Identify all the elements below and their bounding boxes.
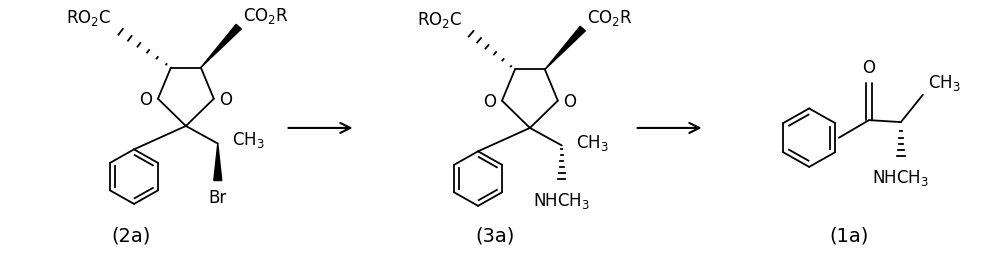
Text: CH$_3$: CH$_3$ xyxy=(232,129,265,149)
Polygon shape xyxy=(201,25,241,68)
Text: CO$_2$R: CO$_2$R xyxy=(243,6,289,26)
Text: O: O xyxy=(862,59,875,77)
Text: (3a): (3a) xyxy=(475,226,515,245)
Text: (1a): (1a) xyxy=(829,226,869,245)
Text: (2a): (2a) xyxy=(111,226,151,245)
Polygon shape xyxy=(214,144,222,181)
Text: O: O xyxy=(139,90,152,108)
Polygon shape xyxy=(545,27,585,70)
Text: O: O xyxy=(563,92,576,110)
Text: RO$_2$C: RO$_2$C xyxy=(417,10,462,29)
Text: NHCH$_3$: NHCH$_3$ xyxy=(872,167,929,187)
Text: RO$_2$C: RO$_2$C xyxy=(66,8,111,27)
Text: CH$_3$: CH$_3$ xyxy=(928,73,961,92)
Text: Br: Br xyxy=(209,188,227,207)
Text: CO$_2$R: CO$_2$R xyxy=(587,8,633,27)
Text: NHCH$_3$: NHCH$_3$ xyxy=(533,190,590,211)
Text: CH$_3$: CH$_3$ xyxy=(576,132,609,152)
Text: O: O xyxy=(219,90,232,108)
Text: O: O xyxy=(484,92,497,110)
